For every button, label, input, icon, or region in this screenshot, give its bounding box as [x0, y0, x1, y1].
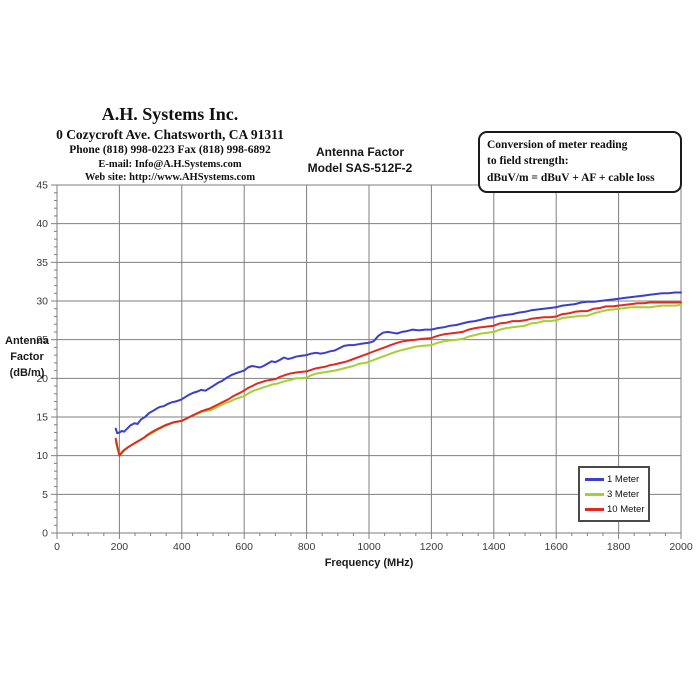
legend-swatch-1-meter — [585, 478, 604, 481]
legend-item-3-meter: 3 Meter — [585, 487, 644, 502]
x-tick-label: 600 — [235, 541, 253, 553]
y-tick-label: 20 — [36, 373, 48, 385]
company-phone-fax: Phone (818) 998-0223 Fax (818) 998-6892 — [69, 144, 271, 157]
chart-title: Antenna Factor Model SAS-512F-2 — [275, 145, 445, 176]
y-axis-label-line2: Factor — [10, 350, 44, 363]
conversion-note-line2: to field strength: — [487, 155, 569, 168]
x-tick-label: 2000 — [669, 541, 693, 553]
y-tick-label: 10 — [36, 450, 48, 462]
legend-swatch-3-meter — [585, 493, 604, 496]
series-line-1-meter — [114, 291, 682, 435]
company-website: Web site: http://www.AHSystems.com — [84, 172, 256, 184]
legend-label-10-meter: 10 Meter — [607, 504, 645, 515]
legend: 1 Meter 3 Meter 10 Meter — [578, 466, 650, 522]
company-address: 0 Cozycroft Ave. Chatsworth, CA 91311 — [56, 126, 284, 142]
y-tick-label: 15 — [36, 412, 48, 424]
y-tick-label: 40 — [36, 218, 48, 230]
x-tick-label: 1000 — [357, 541, 381, 553]
x-axis-label: Frequency (MHz) — [324, 557, 414, 569]
y-tick-label: 35 — [36, 257, 48, 269]
company-header: A.H. Systems Inc. 0 Cozycroft Ave. Chats… — [15, 104, 325, 185]
company-name: A.H. Systems Inc. — [101, 104, 239, 124]
x-tick-label: 1800 — [607, 541, 631, 553]
y-axis-label: Antenna Factor (dB/m) — [2, 334, 52, 382]
legend-label-3-meter: 3 Meter — [607, 489, 640, 500]
series-line-10-meter — [114, 301, 682, 457]
legend-item-10-meter: 10 Meter — [585, 502, 645, 517]
chart-title-line1: Antenna Factor — [315, 145, 404, 159]
x-tick-label: 0 — [54, 541, 60, 553]
x-tick-label: 1600 — [545, 541, 569, 553]
y-axis-label-line1: Antenna — [5, 335, 49, 347]
chart-title-line2: Model SAS-512F-2 — [307, 160, 413, 175]
y-axis-label-line3: (dB/m) — [9, 366, 45, 379]
conversion-note-box: Conversion of meter reading to field str… — [478, 131, 682, 193]
x-tick-label: 400 — [173, 541, 191, 553]
y-tick-label: 0 — [42, 528, 48, 540]
conversion-note-line1: Conversion of meter reading — [487, 139, 628, 151]
company-email: E-mail: Info@A.H.Systems.com — [98, 159, 242, 171]
x-tick-label: 1200 — [420, 541, 444, 553]
legend-swatch-10-meter — [585, 508, 604, 511]
legend-label-1-meter: 1 Meter — [607, 474, 640, 485]
y-tick-label: 5 — [42, 489, 48, 501]
series-line-3-meter — [114, 303, 682, 456]
y-tick-label: 25 — [36, 334, 48, 346]
y-tick-label: 45 — [36, 180, 48, 192]
x-tick-label: 200 — [111, 541, 129, 553]
legend-item-1-meter: 1 Meter — [585, 472, 644, 487]
x-tick-label: 800 — [298, 541, 316, 553]
x-tick-label: 1400 — [482, 541, 506, 553]
y-tick-label: 30 — [36, 296, 48, 308]
conversion-note-line3: dBuV/m = dBuV + AF + cable loss — [487, 171, 655, 184]
